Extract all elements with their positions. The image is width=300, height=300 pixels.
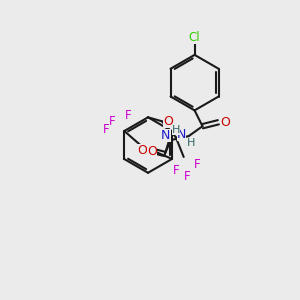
Text: F: F: [172, 164, 179, 177]
Text: H: H: [186, 138, 195, 148]
Text: Cl: Cl: [189, 31, 200, 44]
Text: O: O: [137, 143, 147, 157]
Text: H: H: [172, 125, 180, 135]
Text: N: N: [161, 129, 170, 142]
Text: F: F: [109, 115, 116, 128]
Text: O: O: [220, 116, 230, 129]
Text: F: F: [194, 158, 201, 171]
Text: F: F: [103, 123, 110, 136]
Text: F: F: [184, 170, 191, 183]
Text: O: O: [147, 146, 157, 158]
Text: O: O: [163, 115, 173, 128]
Text: N: N: [177, 128, 186, 141]
Text: F: F: [125, 109, 132, 122]
